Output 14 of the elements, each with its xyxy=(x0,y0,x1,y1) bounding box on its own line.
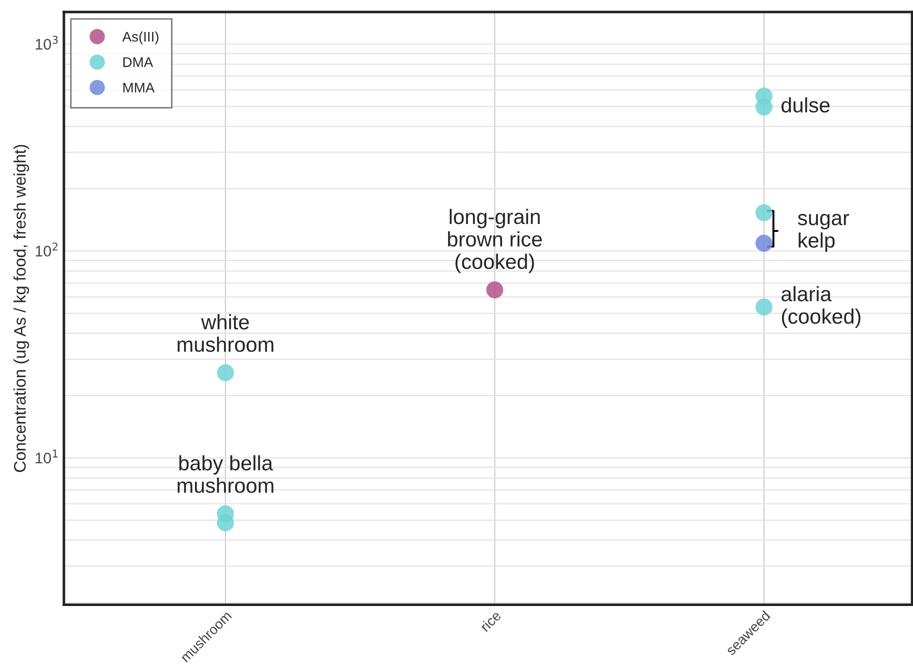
y-axis-title: Concentration (ug As / kg food, fresh weight) xyxy=(14,144,30,472)
x-tick-label: rice xyxy=(480,610,502,632)
legend-label: As(III) xyxy=(122,31,158,44)
y-tick-label: 10$^{3}$ xyxy=(36,36,58,50)
legend-label: DMA xyxy=(123,57,154,67)
annotation: dulse xyxy=(782,97,830,113)
annotation: baby bella mushroom xyxy=(178,455,274,493)
y-tick-label: 10$^{2}$ xyxy=(36,242,58,257)
annotation: white mushroom xyxy=(178,314,274,352)
y-tick-label: 10$^{1}$ xyxy=(36,450,58,464)
annotation: sugar kelp xyxy=(798,214,850,252)
annotation: alaria (cooked) xyxy=(782,286,860,328)
legend-label: MMA xyxy=(123,82,155,92)
annotation: long-grain brown rice (cooked) xyxy=(448,208,542,274)
